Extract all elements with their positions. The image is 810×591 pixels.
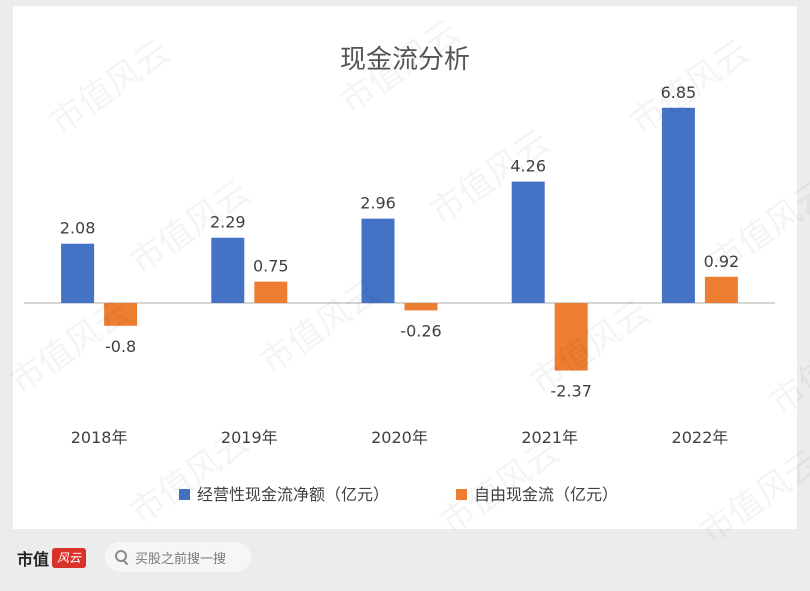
brand-badge: 风云	[52, 548, 87, 568]
data-label-operating-1: 2.29	[210, 213, 246, 232]
data-label-operating-4: 6.85	[661, 83, 697, 102]
brand-logo[interactable]: 市值 风云	[17, 546, 87, 570]
chart-card: 现金流分析 2.08 -0.8 2018年 2.29 0.75 2019年 2.96 -0.26…	[13, 6, 797, 529]
bar-operating-4	[661, 107, 695, 304]
legend-swatch-operating	[179, 489, 190, 500]
bar-operating-1	[211, 237, 245, 303]
legend-swatch-free	[456, 489, 467, 500]
x-tick-label-0: 2018年	[71, 428, 128, 447]
data-label-free-4: 0.92	[704, 252, 740, 271]
bar-free-4	[704, 276, 738, 303]
bar-operating-2	[361, 218, 395, 303]
footer-bar: 市值 风云 买股之前搜一搜	[0, 529, 810, 591]
bar-free-2	[404, 303, 438, 311]
bar-operating-0	[61, 243, 95, 303]
data-label-operating-0: 2.08	[60, 219, 96, 238]
search-bar[interactable]: 买股之前搜一搜	[105, 542, 251, 572]
data-label-free-3: -2.37	[550, 382, 591, 401]
search-icon	[115, 550, 129, 566]
bar-free-3	[554, 303, 588, 371]
data-label-free-0: -0.8	[105, 337, 136, 356]
data-label-free-2: -0.26	[400, 321, 441, 340]
bar-free-0	[104, 303, 138, 326]
x-tick-label-1: 2019年	[221, 428, 278, 447]
x-tick-label-4: 2022年	[672, 428, 729, 447]
chart-title: 现金流分析	[340, 45, 470, 75]
x-tick-label-3: 2021年	[521, 428, 578, 447]
data-label-operating-3: 4.26	[510, 157, 546, 176]
data-label-operating-2: 2.96	[360, 194, 396, 213]
cash-flow-chart: 现金流分析 2.08 -0.8 2018年 2.29 0.75 2019年 2.96 -0.26…	[24, 45, 775, 504]
data-label-free-1: 0.75	[253, 257, 289, 276]
x-tick-label-2: 2020年	[371, 428, 428, 447]
bar-operating-3	[511, 181, 545, 303]
legend-label-free: 自由现金流（亿元）	[474, 485, 618, 504]
bar-free-1	[254, 281, 288, 303]
brand-name: 市值	[17, 550, 50, 569]
legend-label-operating: 经营性现金流净额（亿元）	[197, 485, 389, 504]
search-placeholder: 买股之前搜一搜	[135, 551, 227, 567]
